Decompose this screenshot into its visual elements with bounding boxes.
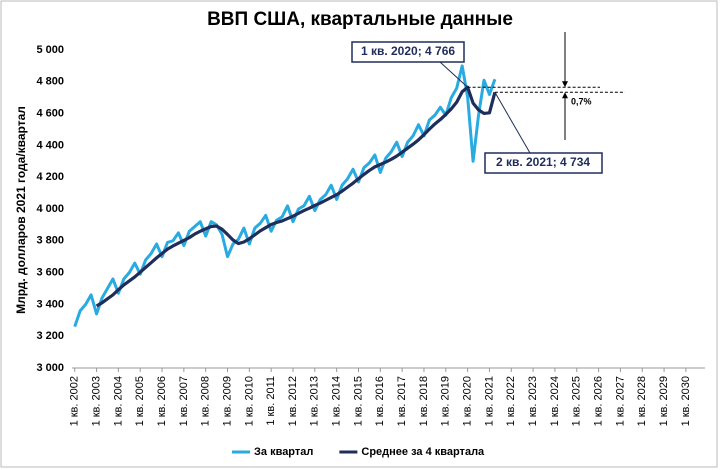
chart-title: ВВП США, квартальные данные	[207, 9, 513, 30]
x-tick-label: 1 кв. 2010	[243, 376, 255, 426]
y-tick-label: 4 600	[36, 108, 64, 120]
y-tick-label: 4 200	[36, 171, 64, 183]
x-tick-label: 1 кв. 2015	[352, 376, 364, 426]
y-tick-label: 5 000	[36, 44, 64, 56]
x-tick-label: 1 кв. 2029	[658, 376, 670, 426]
x-tick-label: 1 кв. 2027	[614, 376, 626, 426]
x-tick-label: 1 кв. 2004	[112, 376, 124, 426]
legend-label: За квартал	[254, 446, 313, 458]
series-line	[95, 85, 497, 308]
x-tick-label: 1 кв. 2008	[200, 376, 212, 426]
annotation: 0,7%	[571, 96, 592, 106]
y-tick-label: 3 800	[36, 235, 64, 247]
x-tick-label: 1 кв. 2012	[287, 376, 299, 426]
x-tick-label: 1 кв. 2007	[178, 376, 190, 426]
annotation: 2 кв. 2021; 4 734	[496, 155, 590, 169]
y-tick-label: 3 200	[36, 330, 64, 342]
x-tick-label: 1 кв. 2028	[636, 376, 648, 426]
x-tick-label: 1 кв. 2014	[331, 376, 343, 426]
y-tick-label: 3 000	[36, 362, 64, 374]
y-axis-label: Млрд. долларов 2021 года/квартал	[14, 106, 28, 314]
x-tick-label: 1 кв. 2024	[549, 376, 561, 426]
x-tick-label: 1 кв. 2016	[374, 376, 386, 426]
x-tick-label: 1 кв. 2025	[571, 376, 583, 426]
x-tick-label: 1 кв. 2003	[90, 376, 102, 426]
x-tick-label: 1 кв. 2019	[440, 376, 452, 426]
x-tick-label: 1 кв. 2013	[309, 376, 321, 426]
x-tick-label: 1 кв. 2009	[221, 376, 233, 426]
x-tick-label: 1 кв. 2030	[680, 376, 692, 426]
legend-label: Среднее за 4 квартала	[361, 446, 485, 458]
x-tick-label: 1 кв. 2022	[505, 376, 517, 426]
annotation-box	[351, 41, 465, 63]
y-tick-label: 4 800	[36, 76, 64, 88]
x-tick-label: 1 кв. 2006	[156, 376, 168, 426]
x-tick-label: 1 кв. 2002	[69, 376, 81, 426]
annotation-box	[484, 152, 603, 174]
y-tick-label: 3 600	[36, 267, 64, 279]
x-tick-label: 1 кв. 2026	[592, 376, 604, 426]
y-tick-label: 4 000	[36, 203, 64, 215]
x-tick-label: 1 кв. 2021	[483, 376, 495, 426]
x-tick-label: 1 кв. 2017	[396, 376, 408, 426]
x-tick-label: 1 кв. 2023	[527, 376, 539, 426]
annotation: 1 кв. 2020; 4 766	[361, 44, 455, 58]
leader	[494, 92, 531, 154]
x-tick-label: 1 кв. 2005	[134, 376, 146, 426]
x-tick-label: 1 кв. 2020	[462, 376, 474, 426]
x-tick-label: 1 кв. 2018	[418, 376, 430, 426]
y-tick-label: 3 400	[36, 298, 64, 310]
y-tick-label: 4 400	[36, 139, 64, 151]
leader	[439, 61, 468, 88]
x-tick-label: 1 кв. 2011	[265, 376, 277, 426]
